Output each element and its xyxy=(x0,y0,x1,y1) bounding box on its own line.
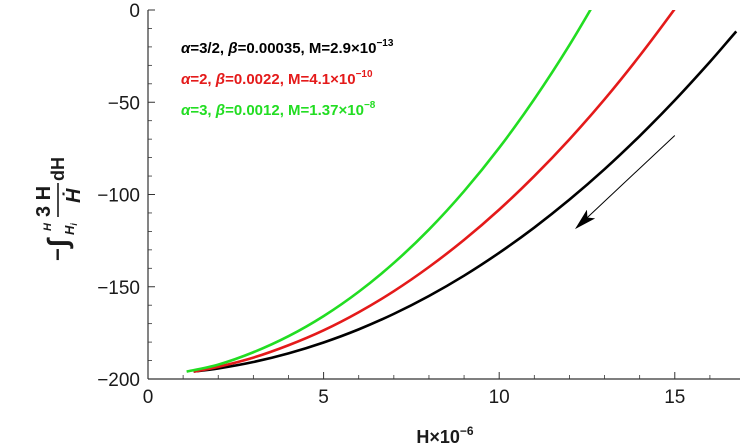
legend-1-beta: β xyxy=(227,40,237,57)
x-tick-label: 10 xyxy=(489,387,510,408)
y-label-integral: ∫ xyxy=(42,237,74,249)
x-label-exp: −6 xyxy=(460,424,474,438)
y-label-prefix: − xyxy=(45,248,70,261)
y-label-suffix: dH xyxy=(48,157,68,181)
legend-entry-1: α=3/2, β=0.00035, M=2.9×10−13 xyxy=(181,38,394,57)
legend-3-exp: −8 xyxy=(364,100,376,111)
legend-2-beta: β xyxy=(215,71,225,88)
y-label-upper-limit: H xyxy=(42,222,54,231)
legend-2-beta-val: =0.0022, M=4.1×10 xyxy=(225,71,356,88)
legend-1-exp: −13 xyxy=(376,38,393,49)
x-axis-label: H×10−6 xyxy=(416,424,474,447)
y-tick-label: −200 xyxy=(97,370,140,391)
y-tick-label: −100 xyxy=(97,186,140,207)
legend-1-beta-val: =0.00035, M=2.9×10 xyxy=(238,40,377,57)
y-label-lower-limit: Hi xyxy=(62,223,79,235)
x-tick-label: 15 xyxy=(664,387,685,408)
axis-ticks: 0 5 10 15 −200 −150 −100 −50 0 xyxy=(97,1,711,408)
y-tick-label: −150 xyxy=(97,278,140,299)
series-lines xyxy=(186,10,738,373)
legend-3-beta-val: =0.0012, M=1.37×10 xyxy=(225,102,364,119)
x-tick-label: 5 xyxy=(318,387,329,408)
y-label-lower-h: H xyxy=(62,225,77,235)
legend-2-alpha-val: =2, xyxy=(190,71,215,88)
y-label-numerator: 3 H xyxy=(33,186,55,217)
legend-2-alpha: α xyxy=(181,71,191,88)
series-line-3 xyxy=(186,10,592,373)
y-tick-label: −50 xyxy=(108,93,140,114)
y-axis-label: − ∫ H Hi 3 H Ḣ dH xyxy=(33,157,85,261)
y-tick-label: 0 xyxy=(129,1,140,22)
legend-3-alpha: α xyxy=(181,102,191,119)
series-line-2 xyxy=(193,10,676,373)
direction-arrow xyxy=(574,135,676,230)
x-tick-label: 0 xyxy=(143,387,154,408)
legend-3-beta: β xyxy=(215,102,225,119)
series-line-1 xyxy=(193,30,738,373)
legend-entry-3: α=3, β=0.0012, M=1.37×10−8 xyxy=(181,100,376,119)
legend-3-alpha-val: =3, xyxy=(190,102,215,119)
legend-1-alpha: α xyxy=(181,40,191,57)
y-label-denominator: Ḣ xyxy=(62,188,85,203)
y-label-lower-sub: i xyxy=(69,223,79,226)
legend-1-alpha-val: =3/2, xyxy=(190,40,228,57)
legend-entry-2: α=2, β=0.0022, M=4.1×10−10 xyxy=(181,69,373,88)
x-label-base: H×10 xyxy=(416,427,460,447)
legend-2-exp: −10 xyxy=(356,69,373,80)
legend: α=3/2, β=0.00035, M=2.9×10−13 α=2, β=0.0… xyxy=(181,38,394,119)
